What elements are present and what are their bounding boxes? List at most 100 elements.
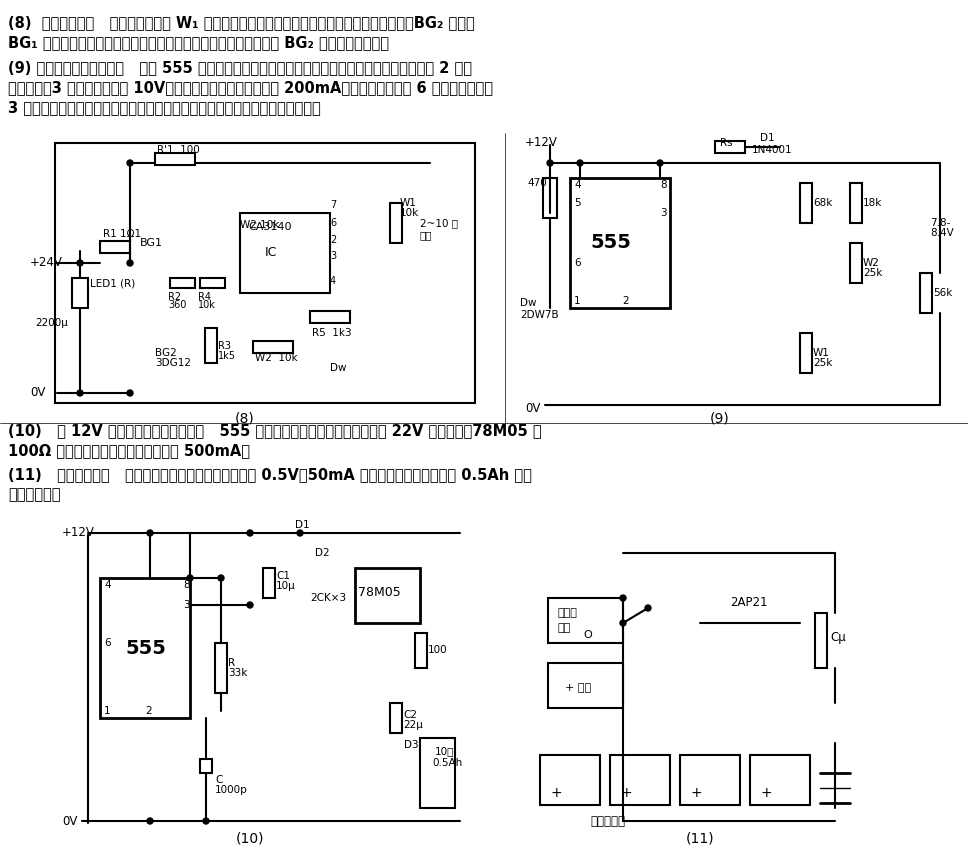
Circle shape	[127, 160, 133, 166]
Bar	[680, 755, 740, 805]
Text: 太阳能电池: 太阳能电池	[590, 815, 625, 828]
Circle shape	[147, 818, 153, 824]
Text: (10): (10)	[236, 831, 264, 845]
Text: IC: IC	[265, 247, 278, 260]
Text: BG1: BG1	[140, 238, 163, 248]
Text: 5: 5	[574, 198, 581, 208]
Text: 56k: 56k	[933, 288, 953, 298]
Text: Dw: Dw	[520, 298, 536, 308]
Text: D1: D1	[295, 520, 310, 530]
Bar	[355, 568, 420, 623]
Text: 定电压时，3 脚输出电压约为 10V，对电池充电，最大电流小于 200mA；当电池电压高于 6 脚调定电压时，: 定电压时，3 脚输出电压约为 10V，对电池充电，最大电流小于 200mA；当电…	[8, 80, 493, 96]
Text: 0V: 0V	[62, 815, 77, 828]
Circle shape	[127, 260, 133, 266]
Text: R: R	[228, 658, 235, 668]
Bar	[850, 183, 862, 223]
Bar	[715, 141, 745, 153]
Text: R2: R2	[168, 292, 181, 302]
Bar	[920, 273, 932, 313]
Text: 6: 6	[104, 638, 110, 648]
Text: 8.4V: 8.4V	[930, 228, 953, 238]
Text: 6: 6	[574, 258, 581, 268]
Text: W2: W2	[863, 258, 880, 268]
Text: 6: 6	[330, 218, 336, 228]
Circle shape	[547, 160, 553, 166]
Text: +12V: +12V	[525, 136, 558, 149]
Text: +: +	[620, 786, 632, 800]
Text: 0V: 0V	[30, 387, 45, 400]
Text: 7.8-: 7.8-	[930, 218, 951, 228]
Text: 太阳天: 太阳天	[558, 608, 578, 618]
Circle shape	[645, 605, 651, 611]
Text: +12V: +12V	[62, 526, 95, 539]
Text: 8: 8	[660, 180, 667, 190]
Text: 4: 4	[330, 276, 336, 286]
Text: C2: C2	[403, 710, 417, 720]
Text: R3: R3	[218, 341, 231, 351]
Text: D3: D3	[404, 740, 418, 750]
Text: Cμ: Cμ	[830, 632, 846, 645]
Text: 0V: 0V	[525, 401, 540, 414]
Text: 22μ: 22μ	[403, 720, 423, 730]
Bar	[548, 598, 623, 643]
Text: 阴天: 阴天	[558, 623, 571, 633]
Bar	[850, 243, 862, 283]
Text: +: +	[760, 786, 771, 800]
Bar	[415, 633, 427, 668]
Circle shape	[218, 575, 224, 581]
Text: 2DW7B: 2DW7B	[520, 310, 559, 320]
Circle shape	[247, 602, 253, 608]
Bar	[800, 183, 812, 223]
Bar	[215, 643, 227, 693]
Circle shape	[620, 620, 626, 626]
Bar	[263, 568, 275, 598]
Text: 2~10 节: 2~10 节	[420, 218, 458, 228]
Text: 10k: 10k	[400, 208, 419, 218]
Text: (11): (11)	[685, 831, 714, 845]
Text: D1: D1	[760, 133, 774, 143]
Text: 18k: 18k	[863, 198, 883, 208]
Bar	[750, 755, 810, 805]
Bar	[543, 178, 557, 218]
Text: 1: 1	[574, 296, 581, 306]
Text: 3: 3	[330, 251, 336, 261]
Circle shape	[187, 575, 193, 581]
Circle shape	[127, 390, 133, 396]
Circle shape	[657, 160, 663, 166]
Text: 25k: 25k	[813, 358, 832, 368]
Text: C1: C1	[276, 571, 290, 581]
Text: 2AP21: 2AP21	[730, 596, 768, 609]
Text: 25k: 25k	[863, 268, 883, 278]
Text: 360: 360	[168, 300, 187, 310]
Bar	[540, 755, 600, 805]
Text: 4: 4	[574, 180, 581, 190]
Text: 10节: 10节	[435, 746, 454, 756]
Text: 1N4001: 1N4001	[752, 145, 793, 155]
Text: 0.5Ah: 0.5Ah	[432, 758, 463, 768]
Bar	[100, 578, 190, 718]
Text: 33k: 33k	[228, 668, 248, 678]
Text: W1: W1	[813, 348, 830, 358]
Text: W2  10k: W2 10k	[255, 353, 297, 363]
Circle shape	[77, 260, 83, 266]
Text: R5  1k3: R5 1k3	[312, 328, 351, 338]
Text: Rs: Rs	[720, 138, 733, 148]
Bar	[72, 278, 88, 308]
Text: D2: D2	[315, 548, 330, 558]
Bar	[420, 738, 455, 808]
Bar	[548, 663, 623, 708]
Text: R1 1Ω1: R1 1Ω1	[103, 229, 141, 239]
Text: 3DG12: 3DG12	[155, 358, 191, 368]
Bar	[170, 278, 195, 288]
Bar	[155, 153, 195, 165]
Text: 电池: 电池	[420, 230, 433, 240]
Text: 78M05: 78M05	[358, 587, 401, 600]
Text: 1000p: 1000p	[215, 785, 248, 795]
Bar	[253, 341, 293, 353]
Bar	[310, 311, 350, 323]
Text: 10μ: 10μ	[276, 581, 296, 591]
Bar	[390, 703, 402, 733]
Text: Dw: Dw	[330, 363, 347, 373]
Circle shape	[620, 595, 626, 601]
Text: 镉电池充电。: 镉电池充电。	[8, 488, 60, 502]
